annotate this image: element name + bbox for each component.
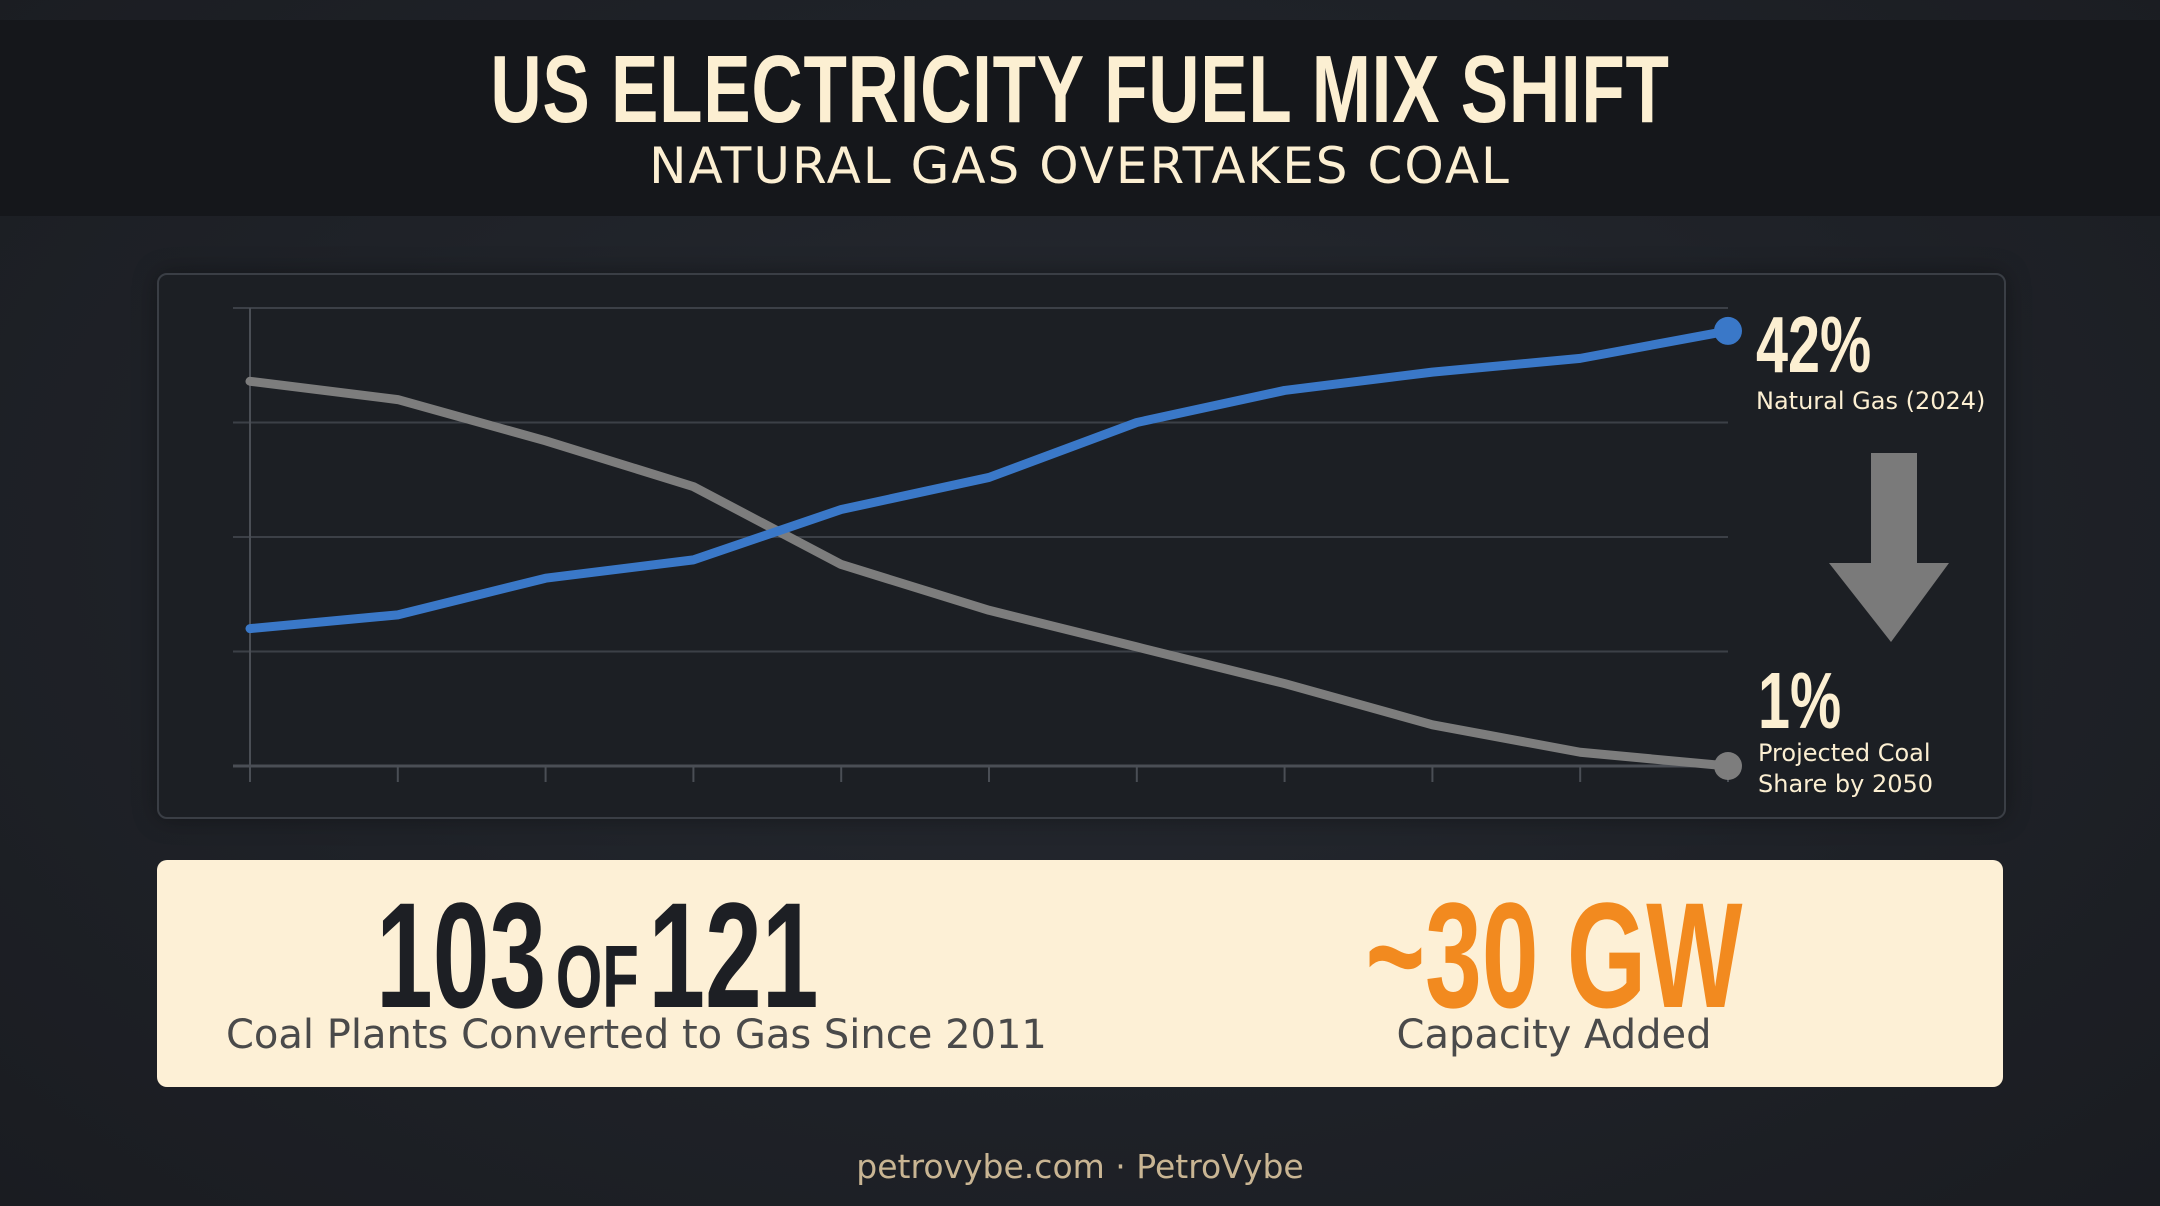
chart-axes <box>233 308 1729 782</box>
coal-share-label-line-2: Share by 2050 <box>1758 770 1933 798</box>
series-endpoint-1 <box>1714 752 1742 780</box>
gas-share-value: 42% <box>1756 300 1871 390</box>
plants-converted-count: 103 <box>376 871 547 1039</box>
chart-series <box>245 316 1742 780</box>
page-subtitle: NATURAL GAS OVERTAKES COAL <box>649 137 1511 195</box>
coal-share-value: 1% <box>1758 656 1841 746</box>
plants-converted-caption: Coal Plants Converted to Gas Since 2011 <box>226 1012 1047 1058</box>
plants-converted-connector: OF <box>555 927 639 1026</box>
chart-panel <box>157 273 2006 819</box>
down-arrow-icon <box>1829 453 1949 642</box>
gas-share-label: Natural Gas (2024) <box>1756 387 1985 415</box>
series-line-1 <box>245 376 1733 771</box>
footer-credit: petrovybe.com · PetroVybe <box>856 1147 1304 1186</box>
series-line-0 <box>245 326 1733 634</box>
stats-card <box>157 860 2003 1087</box>
chart-annotations: 42% Natural Gas (2024) 1% Projected Coal… <box>1756 300 1985 798</box>
page-title: US ELECTRICITY FUEL MIX SHIFT <box>490 36 1670 143</box>
plants-converted-stat: 103 OF121 <box>376 880 819 1030</box>
header-band <box>0 20 2160 216</box>
capacity-added-value: ~30 GW <box>1365 871 1743 1039</box>
series-endpoint-0 <box>1714 316 1742 345</box>
coal-share-label-line-1: Projected Coal <box>1758 739 1931 767</box>
capacity-added-caption: Capacity Added <box>1396 1012 1712 1058</box>
plants-total-count: 121 <box>648 871 819 1039</box>
